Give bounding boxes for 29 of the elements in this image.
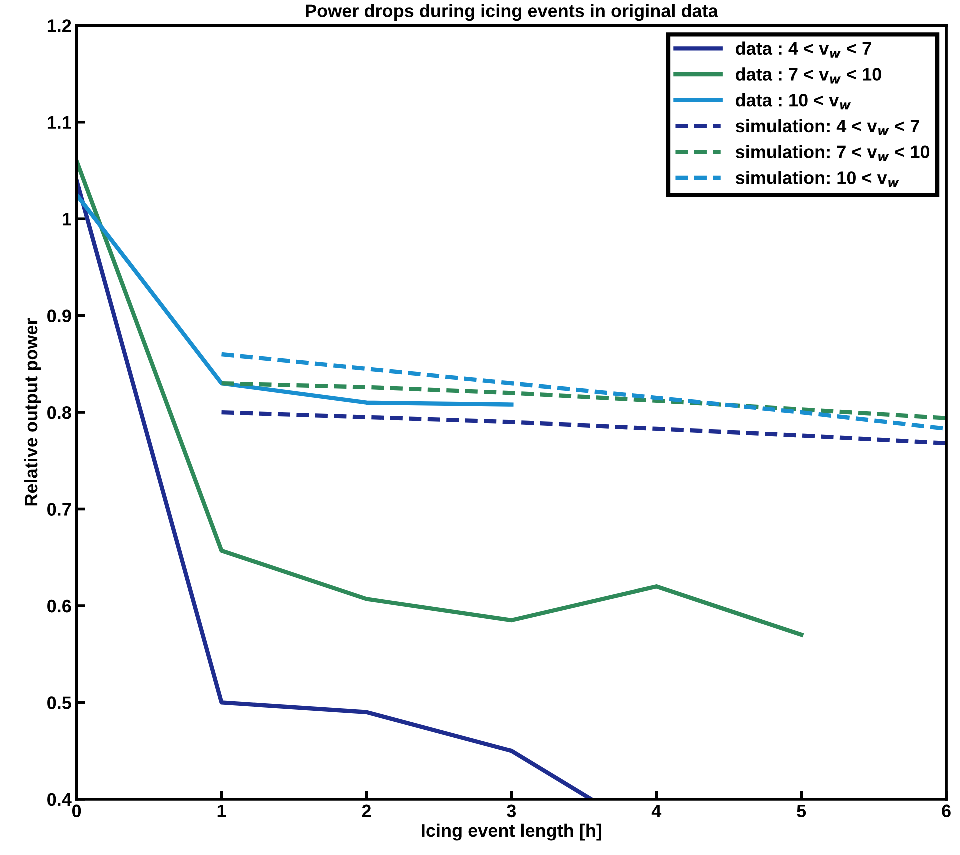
line-series bbox=[76, 192, 514, 407]
line-series bbox=[76, 178, 594, 800]
x-tick-label: 4 bbox=[652, 804, 662, 818]
y-tick-label: 1.1 bbox=[48, 116, 72, 129]
legend-label: simulation: 10 < v$_{w}$ bbox=[736, 171, 900, 188]
x-tick-label: 0 bbox=[72, 804, 82, 818]
y-tick-label: 0.6 bbox=[48, 600, 72, 613]
line-series bbox=[220, 381, 947, 420]
chart-title: Power drops during icing events in original data bbox=[306, 4, 718, 22]
x-tick-label: 6 bbox=[942, 804, 951, 818]
y-tick-label: 0.9 bbox=[48, 310, 72, 323]
legend-label: data : 7 < v$_{w}$ < 10 bbox=[736, 68, 882, 84]
y-axis-title: Relative output power bbox=[24, 318, 42, 506]
legend-label: simulation: 4 < v$_{w}$ < 7 bbox=[736, 119, 920, 136]
legend-label: simulation: 7 < v$_{w}$ < 10 bbox=[736, 145, 930, 162]
x-tick-label: 5 bbox=[797, 804, 806, 818]
legend-label: data : 10 < v$_{w}$ bbox=[736, 94, 852, 110]
line-series bbox=[220, 410, 947, 446]
y-tick-label: 0.8 bbox=[48, 406, 72, 420]
y-tick-label: 0.4 bbox=[48, 793, 72, 806]
y-tick-label: 0.5 bbox=[48, 696, 72, 710]
x-tick-label: 1 bbox=[218, 804, 226, 818]
legend-label: data : 4 < v$_{w}$ < 7 bbox=[736, 42, 872, 58]
x-tick-label: 3 bbox=[507, 804, 516, 818]
x-axis-title: Icing event length [h] bbox=[422, 824, 602, 841]
y-tick-label: 1.2 bbox=[48, 20, 72, 32]
x-tick-label: 2 bbox=[362, 804, 372, 818]
y-tick-label: 1 bbox=[63, 213, 72, 226]
y-tick-label: 0.7 bbox=[48, 503, 72, 516]
